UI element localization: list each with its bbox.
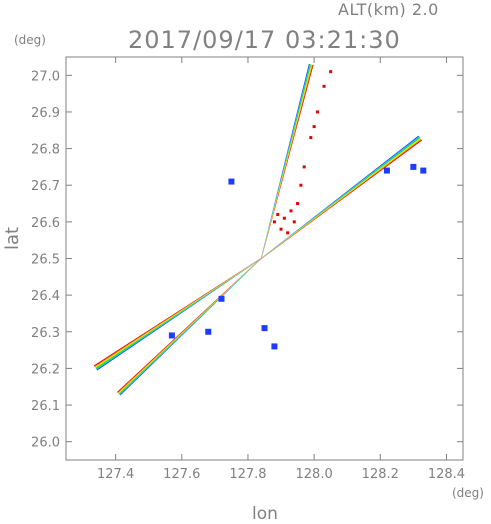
red-echo-point — [279, 227, 283, 231]
red-echo-point — [329, 70, 333, 74]
beam-band — [119, 258, 262, 395]
beam-band — [261, 64, 313, 259]
beam-band — [94, 258, 262, 368]
x-axis-label: lon — [252, 504, 278, 524]
beam-band — [96, 258, 262, 370]
beam-ne — [260, 135, 423, 259]
x-tick-label: 128.2 — [362, 467, 399, 482]
red-echo-point — [302, 165, 306, 169]
beam-band — [261, 64, 314, 259]
beam-band — [261, 137, 421, 259]
altitude-label: ALT(km) 2.0 — [338, 0, 439, 19]
red-echo-point — [312, 125, 316, 129]
echo-points — [168, 70, 427, 350]
y-tick-label: 26.6 — [31, 216, 60, 231]
beam-band — [261, 64, 312, 259]
beam-band — [261, 139, 423, 259]
beam-band — [261, 136, 420, 259]
red-echo-point — [289, 209, 293, 213]
x-tick-label: 128.0 — [296, 467, 333, 482]
blue-echo-point — [383, 167, 390, 174]
red-echo-point — [282, 216, 286, 220]
red-echo-point — [292, 220, 296, 224]
blue-echo-point — [228, 178, 235, 185]
blue-echo-point — [261, 325, 268, 332]
x-tick-label: 127.8 — [229, 467, 266, 482]
beam-band — [118, 258, 262, 394]
blue-echo-point — [205, 328, 212, 335]
y-tick-label: 26.4 — [31, 289, 60, 304]
red-echo-point — [296, 202, 300, 206]
plot-frame — [65, 56, 464, 461]
x-tick-label: 127.6 — [163, 467, 200, 482]
blue-echo-point — [168, 332, 175, 339]
beam-band — [118, 258, 262, 395]
beam-band — [261, 138, 422, 259]
y-tick-label: 26.5 — [31, 253, 60, 268]
x-axis-unit: (deg) — [452, 486, 484, 500]
beam-band — [260, 63, 310, 259]
blue-echo-point — [218, 295, 225, 302]
red-echo-point — [276, 213, 280, 217]
y-tick-label: 26.2 — [31, 362, 60, 377]
y-tick-label: 26.0 — [31, 436, 60, 451]
red-echo-point — [322, 84, 326, 88]
echo-beams — [93, 63, 423, 396]
y-tick-label: 26.3 — [31, 326, 60, 341]
beam-band — [261, 64, 311, 259]
beam-band — [119, 258, 262, 396]
beam-nne — [260, 63, 314, 259]
chart-title-timestamp: 2017/09/17 03:21:30 — [128, 26, 401, 54]
x-tick-label: 128.4 — [428, 467, 465, 482]
beam-band — [95, 258, 262, 369]
y-tick-label: 27.0 — [31, 69, 60, 84]
red-echo-point — [315, 110, 319, 114]
y-axis-unit: (deg) — [14, 33, 46, 47]
red-echo-point — [272, 220, 276, 224]
beam-band — [96, 258, 262, 371]
red-echo-point — [299, 183, 303, 187]
y-tick-label: 26.1 — [31, 399, 60, 414]
y-tick-label: 26.9 — [31, 106, 60, 121]
beam-sw-lower — [117, 258, 262, 396]
red-echo-point — [286, 231, 290, 235]
beam-band — [261, 64, 312, 259]
beam-band — [93, 258, 261, 367]
y-tick-label: 26.7 — [31, 179, 60, 194]
beam-band — [117, 258, 262, 394]
blue-echo-point — [420, 167, 427, 174]
y-tick-label: 26.8 — [31, 143, 60, 158]
blue-echo-point — [271, 343, 278, 350]
x-tick-label: 127.4 — [97, 467, 134, 482]
beam-band — [261, 137, 421, 259]
red-echo-point — [309, 136, 313, 140]
beam-sw-upper — [93, 258, 262, 371]
beam-band — [117, 258, 261, 393]
beam-band — [94, 258, 262, 368]
beam-band — [260, 135, 420, 259]
axis-ticks: 127.4 127.6 127.8 128.0 128.2 128.4 26.0 26.1 26… — [31, 57, 465, 482]
blue-echo-point — [410, 163, 417, 170]
